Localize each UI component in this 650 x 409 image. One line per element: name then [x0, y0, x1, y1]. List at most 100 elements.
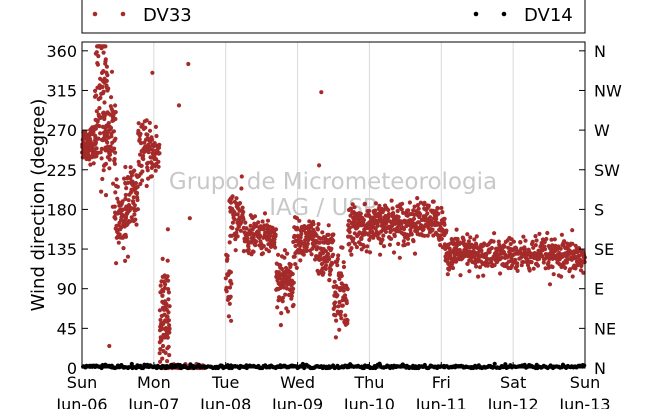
- data-point: [492, 231, 497, 236]
- data-point: [415, 196, 420, 201]
- data-point: [261, 244, 266, 249]
- data-point: [321, 270, 326, 275]
- data-point: [345, 287, 350, 292]
- data-point: [273, 227, 279, 232]
- data-point: [187, 216, 192, 221]
- data-point: [533, 243, 538, 248]
- data-point: [338, 312, 343, 318]
- data-point: [582, 363, 587, 368]
- data-point: [111, 129, 116, 134]
- data-point: [333, 300, 338, 305]
- data-point: [330, 261, 335, 266]
- data-point: [134, 190, 140, 195]
- data-point: [293, 262, 298, 267]
- data-point: [108, 152, 113, 157]
- data-point: [109, 95, 114, 100]
- data-point: [137, 137, 142, 142]
- data-point: [436, 211, 441, 216]
- data-point: [298, 258, 303, 263]
- data-point: [344, 301, 349, 306]
- data-point: [381, 233, 386, 238]
- data-point: [166, 310, 171, 315]
- data-point: [108, 125, 114, 130]
- data-point: [537, 256, 542, 261]
- data-point: [111, 181, 116, 186]
- data-point: [166, 297, 171, 302]
- y2-tick-label: E: [594, 280, 604, 299]
- data-point: [103, 161, 109, 166]
- data-point: [253, 243, 258, 248]
- data-point: [233, 248, 238, 253]
- data-point: [323, 266, 328, 272]
- data-point: [308, 224, 314, 230]
- data-point: [224, 285, 229, 290]
- data-point: [158, 347, 163, 352]
- data-point: [240, 205, 245, 210]
- data-point: [109, 69, 115, 74]
- data-point: [541, 260, 546, 265]
- y-tick-label: 315: [46, 81, 77, 100]
- data-point: [391, 250, 397, 255]
- data-point: [246, 247, 251, 252]
- data-point: [134, 222, 139, 227]
- data-point: [149, 165, 154, 170]
- data-point: [102, 80, 107, 85]
- x-tick-label-date: Jun-11: [415, 395, 467, 409]
- data-point: [399, 207, 404, 212]
- data-point: [509, 263, 515, 268]
- legend-marker-dv33: [120, 11, 126, 17]
- data-point: [347, 241, 352, 246]
- data-point: [581, 270, 586, 275]
- data-point: [94, 93, 99, 98]
- data-point: [489, 245, 494, 251]
- series-dv33: [80, 44, 588, 371]
- data-point: [145, 168, 150, 173]
- data-point: [548, 247, 553, 252]
- data-point: [570, 228, 575, 233]
- data-point: [387, 242, 392, 247]
- data-point: [531, 266, 536, 271]
- data-point: [492, 263, 497, 268]
- data-point: [230, 194, 235, 199]
- data-point: [431, 199, 436, 204]
- data-point: [163, 282, 168, 287]
- data-point: [225, 257, 230, 262]
- data-point: [416, 206, 421, 211]
- axis-ticks: [81, 50, 586, 369]
- data-point: [157, 308, 162, 313]
- data-point: [479, 248, 484, 253]
- data-point: [116, 240, 121, 245]
- data-point: [99, 156, 104, 161]
- data-point: [407, 200, 412, 205]
- data-point: [138, 131, 143, 136]
- data-point: [527, 268, 532, 273]
- data-point: [422, 233, 427, 238]
- data-point: [521, 234, 526, 239]
- data-point: [352, 231, 357, 236]
- data-point: [139, 163, 144, 168]
- data-point: [389, 198, 394, 203]
- data-point: [176, 103, 182, 108]
- data-point: [228, 270, 233, 275]
- series-dv14: [81, 361, 587, 371]
- data-point: [570, 274, 575, 279]
- data-point: [278, 323, 283, 328]
- data-point: [421, 227, 426, 232]
- data-point: [101, 168, 106, 173]
- data-point: [123, 258, 128, 263]
- data-point: [334, 285, 340, 290]
- data-point: [323, 263, 329, 268]
- data-point: [428, 215, 433, 220]
- data-point: [227, 285, 233, 290]
- data-point: [306, 238, 311, 243]
- data-point: [261, 227, 266, 232]
- data-point: [290, 290, 295, 295]
- data-point: [362, 201, 367, 206]
- y2-tick-label: N: [594, 42, 606, 61]
- x-tick-label-date: Jun-06: [55, 395, 107, 409]
- y2-tick-label: W: [594, 121, 610, 140]
- data-point: [160, 356, 165, 361]
- data-point: [135, 207, 140, 212]
- data-point: [511, 239, 516, 244]
- data-point: [165, 227, 170, 232]
